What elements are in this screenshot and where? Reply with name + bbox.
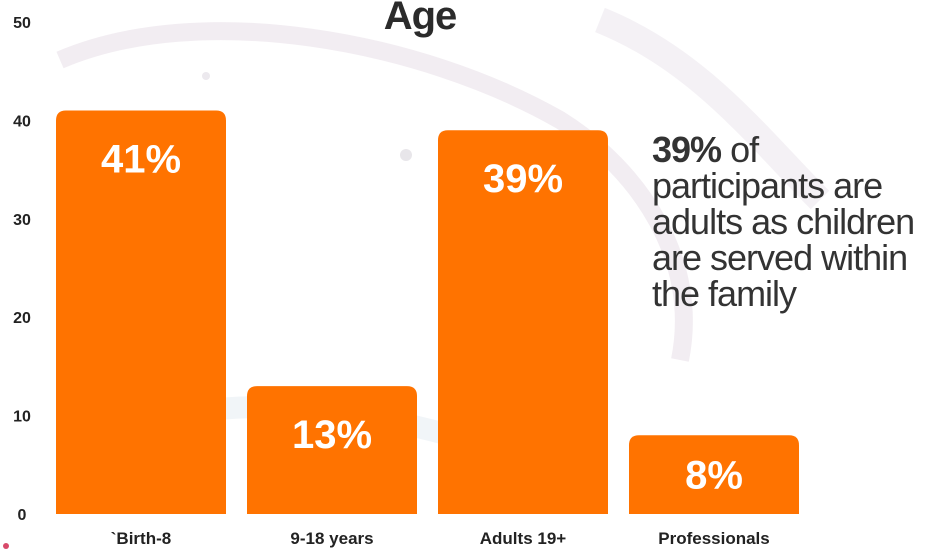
y-tick-label: 20: [13, 310, 31, 327]
chart-title: Age: [383, 0, 458, 38]
callout-text: 39% of participants are adults as childr…: [652, 132, 936, 312]
callout-percent: 39%: [652, 129, 722, 170]
x-category-label: 9-18 years: [290, 529, 373, 548]
bar: [438, 130, 608, 515]
y-tick-label: 40: [13, 113, 31, 130]
x-category-label: Adults 19+: [480, 529, 567, 548]
y-tick-label: 30: [13, 212, 31, 229]
y-tick-label: 10: [13, 409, 31, 426]
callout-description: of participants are adults as children a…: [652, 129, 915, 314]
y-tick-label: 0: [18, 507, 27, 524]
bar: [247, 386, 417, 514]
bar: [629, 435, 799, 514]
y-tick-label: 50: [13, 15, 31, 32]
bar: [56, 110, 226, 514]
bar-data-label: 41%: [101, 138, 181, 182]
x-category-label: Professionals: [658, 529, 770, 548]
x-category-label: `Birth-8: [111, 529, 171, 548]
bar-data-label: 13%: [292, 413, 372, 457]
bar-data-label: 39%: [483, 157, 563, 201]
bar-data-label: 8%: [685, 454, 743, 498]
